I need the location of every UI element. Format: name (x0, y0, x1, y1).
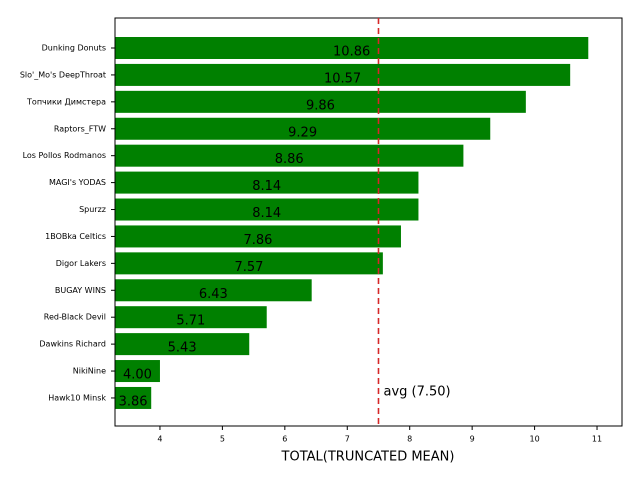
x-tick-label: 8 (407, 435, 412, 444)
bar (115, 252, 383, 275)
y-tick-label: MAGI's YODAS (49, 178, 106, 187)
bar (115, 306, 267, 329)
value-label: 3.86 (119, 394, 148, 409)
value-label: 8.86 (275, 152, 304, 167)
x-tick-label: 9 (470, 435, 475, 444)
y-tick-label: NikiNine (73, 367, 106, 376)
y-tick-label: 1BOBka Celtics (45, 232, 106, 241)
bar (115, 117, 491, 140)
y-tick-label: Digor Lakers (56, 259, 106, 268)
value-label: 7.86 (244, 233, 273, 248)
y-tick-label: Slo'_Mo's DeepThroat (20, 70, 106, 79)
value-label: 5.43 (168, 341, 197, 356)
value-label: 4.00 (123, 368, 152, 383)
bar (115, 225, 401, 248)
y-tick-label: BUGAY WINS (55, 286, 106, 295)
x-tick-label: 6 (282, 435, 287, 444)
y-tick-label: Red-Black Devil (44, 313, 106, 322)
value-label: 8.14 (252, 179, 281, 194)
value-label: 9.29 (288, 125, 317, 140)
value-label: 6.43 (199, 287, 228, 302)
bar (115, 333, 250, 356)
plot-frame (114, 17, 623, 427)
bar (115, 360, 160, 383)
bar (115, 171, 419, 194)
y-tick-label: Los Pollos Rodmanos (23, 151, 106, 160)
x-tick-label: 11 (592, 435, 602, 444)
x-axis-label: TOTAL(TRUNCATED MEAN) (281, 450, 455, 465)
avg-label: avg (7.50) (383, 385, 450, 400)
x-tick-label: 5 (220, 435, 225, 444)
y-tick-label: Dawkins Richard (39, 340, 106, 349)
x-tick-label: 7 (345, 435, 350, 444)
bar (115, 279, 312, 302)
y-tick-label: Spurzz (79, 205, 106, 214)
y-tick-label: Hawk10 Minsk (48, 393, 106, 402)
value-label: 10.57 (324, 71, 361, 86)
bar (115, 90, 526, 113)
value-label: 8.14 (252, 206, 281, 221)
bar (115, 63, 571, 86)
bar (115, 386, 152, 409)
x-tick-label: 10 (529, 435, 539, 444)
y-tick-label: Raptors_FTW (54, 124, 106, 133)
bar (115, 37, 589, 59)
bar (115, 144, 464, 167)
value-label: 5.71 (176, 314, 205, 329)
value-label: 9.86 (306, 98, 335, 113)
value-label: 7.57 (234, 260, 263, 275)
y-tick-label: Dunking Donuts (42, 44, 106, 53)
x-tick-label: 4 (157, 435, 162, 444)
y-tick-label: Топчики Димстера (26, 97, 106, 106)
value-label: 10.86 (333, 45, 370, 60)
bar (115, 198, 419, 221)
